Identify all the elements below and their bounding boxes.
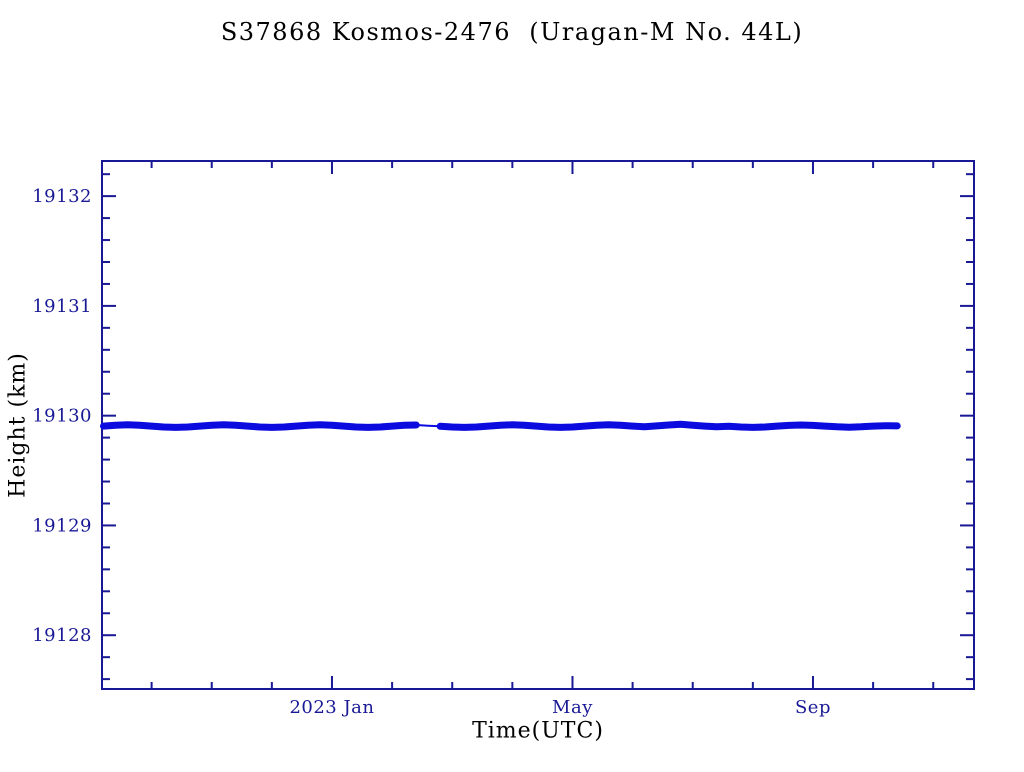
x-axis-label: Time(UTC) <box>472 718 604 744</box>
y-tick-label: 19129 <box>32 515 92 536</box>
x-tick-label: May <box>552 697 593 718</box>
data-series-height <box>100 421 420 431</box>
x-tick-label: Sep <box>795 697 831 718</box>
y-tick-label: 19128 <box>32 625 92 646</box>
y-axis-label: Height (km) <box>5 352 31 498</box>
y-tick-label: 19130 <box>32 406 92 427</box>
data-series-height <box>415 424 442 428</box>
data-series-height <box>436 420 901 431</box>
y-tick-label: 19132 <box>32 186 92 207</box>
x-tick-label: 2023 Jan <box>289 697 374 718</box>
y-tick-label: 19131 <box>32 296 92 317</box>
chart-title: S37868 Kosmos-2476 (Uragan-M No. 44L) <box>220 18 804 46</box>
